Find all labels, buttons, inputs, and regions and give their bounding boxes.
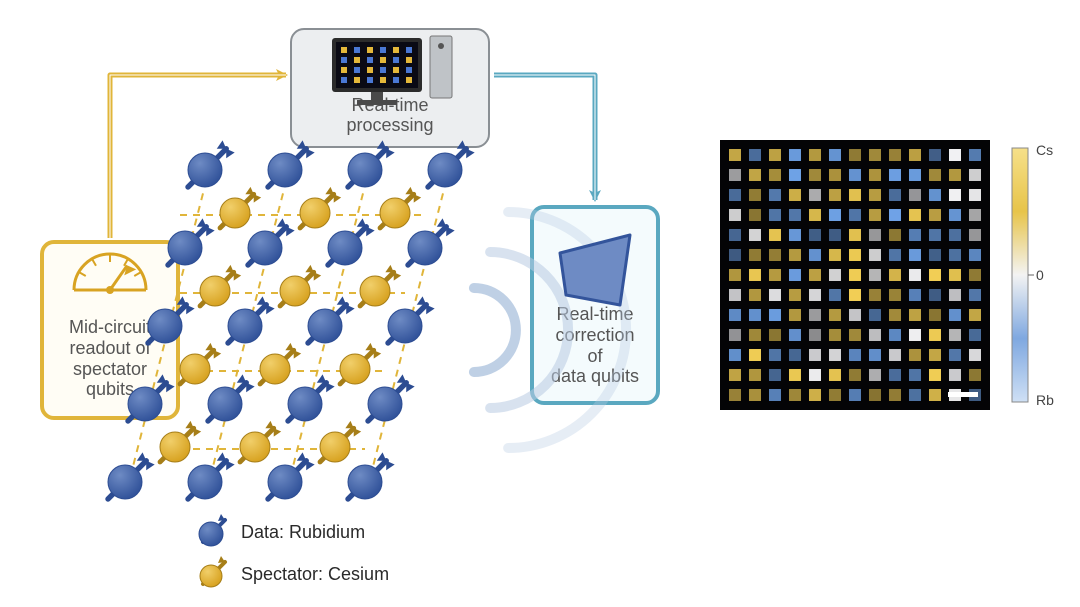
atom xyxy=(208,374,255,421)
atom xyxy=(248,218,295,265)
cesium-atom-icon xyxy=(195,556,231,592)
atom xyxy=(368,374,415,421)
atom xyxy=(260,342,302,384)
atom xyxy=(320,420,362,462)
atom xyxy=(160,420,202,462)
atom xyxy=(288,374,335,421)
legend-item: Data: Rubidium xyxy=(195,514,389,550)
atom xyxy=(128,374,175,421)
legend-label: Data: Rubidium xyxy=(241,522,365,543)
legend-label: Spectator: Cesium xyxy=(241,564,389,585)
atom xyxy=(268,452,315,499)
atom-array-image xyxy=(720,140,1050,430)
legend-item: Spectator: Cesium xyxy=(195,556,389,592)
legend: Data: Rubidium Spectator: Cesium xyxy=(195,508,389,598)
atom xyxy=(300,186,342,228)
atom xyxy=(328,218,375,265)
atom xyxy=(228,296,275,343)
atom xyxy=(340,342,382,384)
colorbar-label-rb: Rb xyxy=(1036,392,1054,408)
atom xyxy=(200,264,242,306)
atom xyxy=(108,452,155,499)
atom xyxy=(348,452,395,499)
atom xyxy=(180,342,222,384)
atom xyxy=(308,296,355,343)
colorbar-label-zero: 0 xyxy=(1036,267,1044,283)
rubidium-atom-icon xyxy=(195,514,231,550)
atom xyxy=(428,140,475,187)
atom xyxy=(360,264,402,306)
atom xyxy=(148,296,195,343)
atom xyxy=(240,420,282,462)
atom xyxy=(188,452,235,499)
atom xyxy=(380,186,422,228)
atom xyxy=(388,296,435,343)
atom xyxy=(220,186,262,228)
atom xyxy=(280,264,322,306)
atom xyxy=(188,140,235,187)
atom xyxy=(268,140,315,187)
atom xyxy=(408,218,455,265)
atom xyxy=(348,140,395,187)
atom xyxy=(168,218,215,265)
colorbar-label-cs: Cs xyxy=(1036,142,1053,158)
